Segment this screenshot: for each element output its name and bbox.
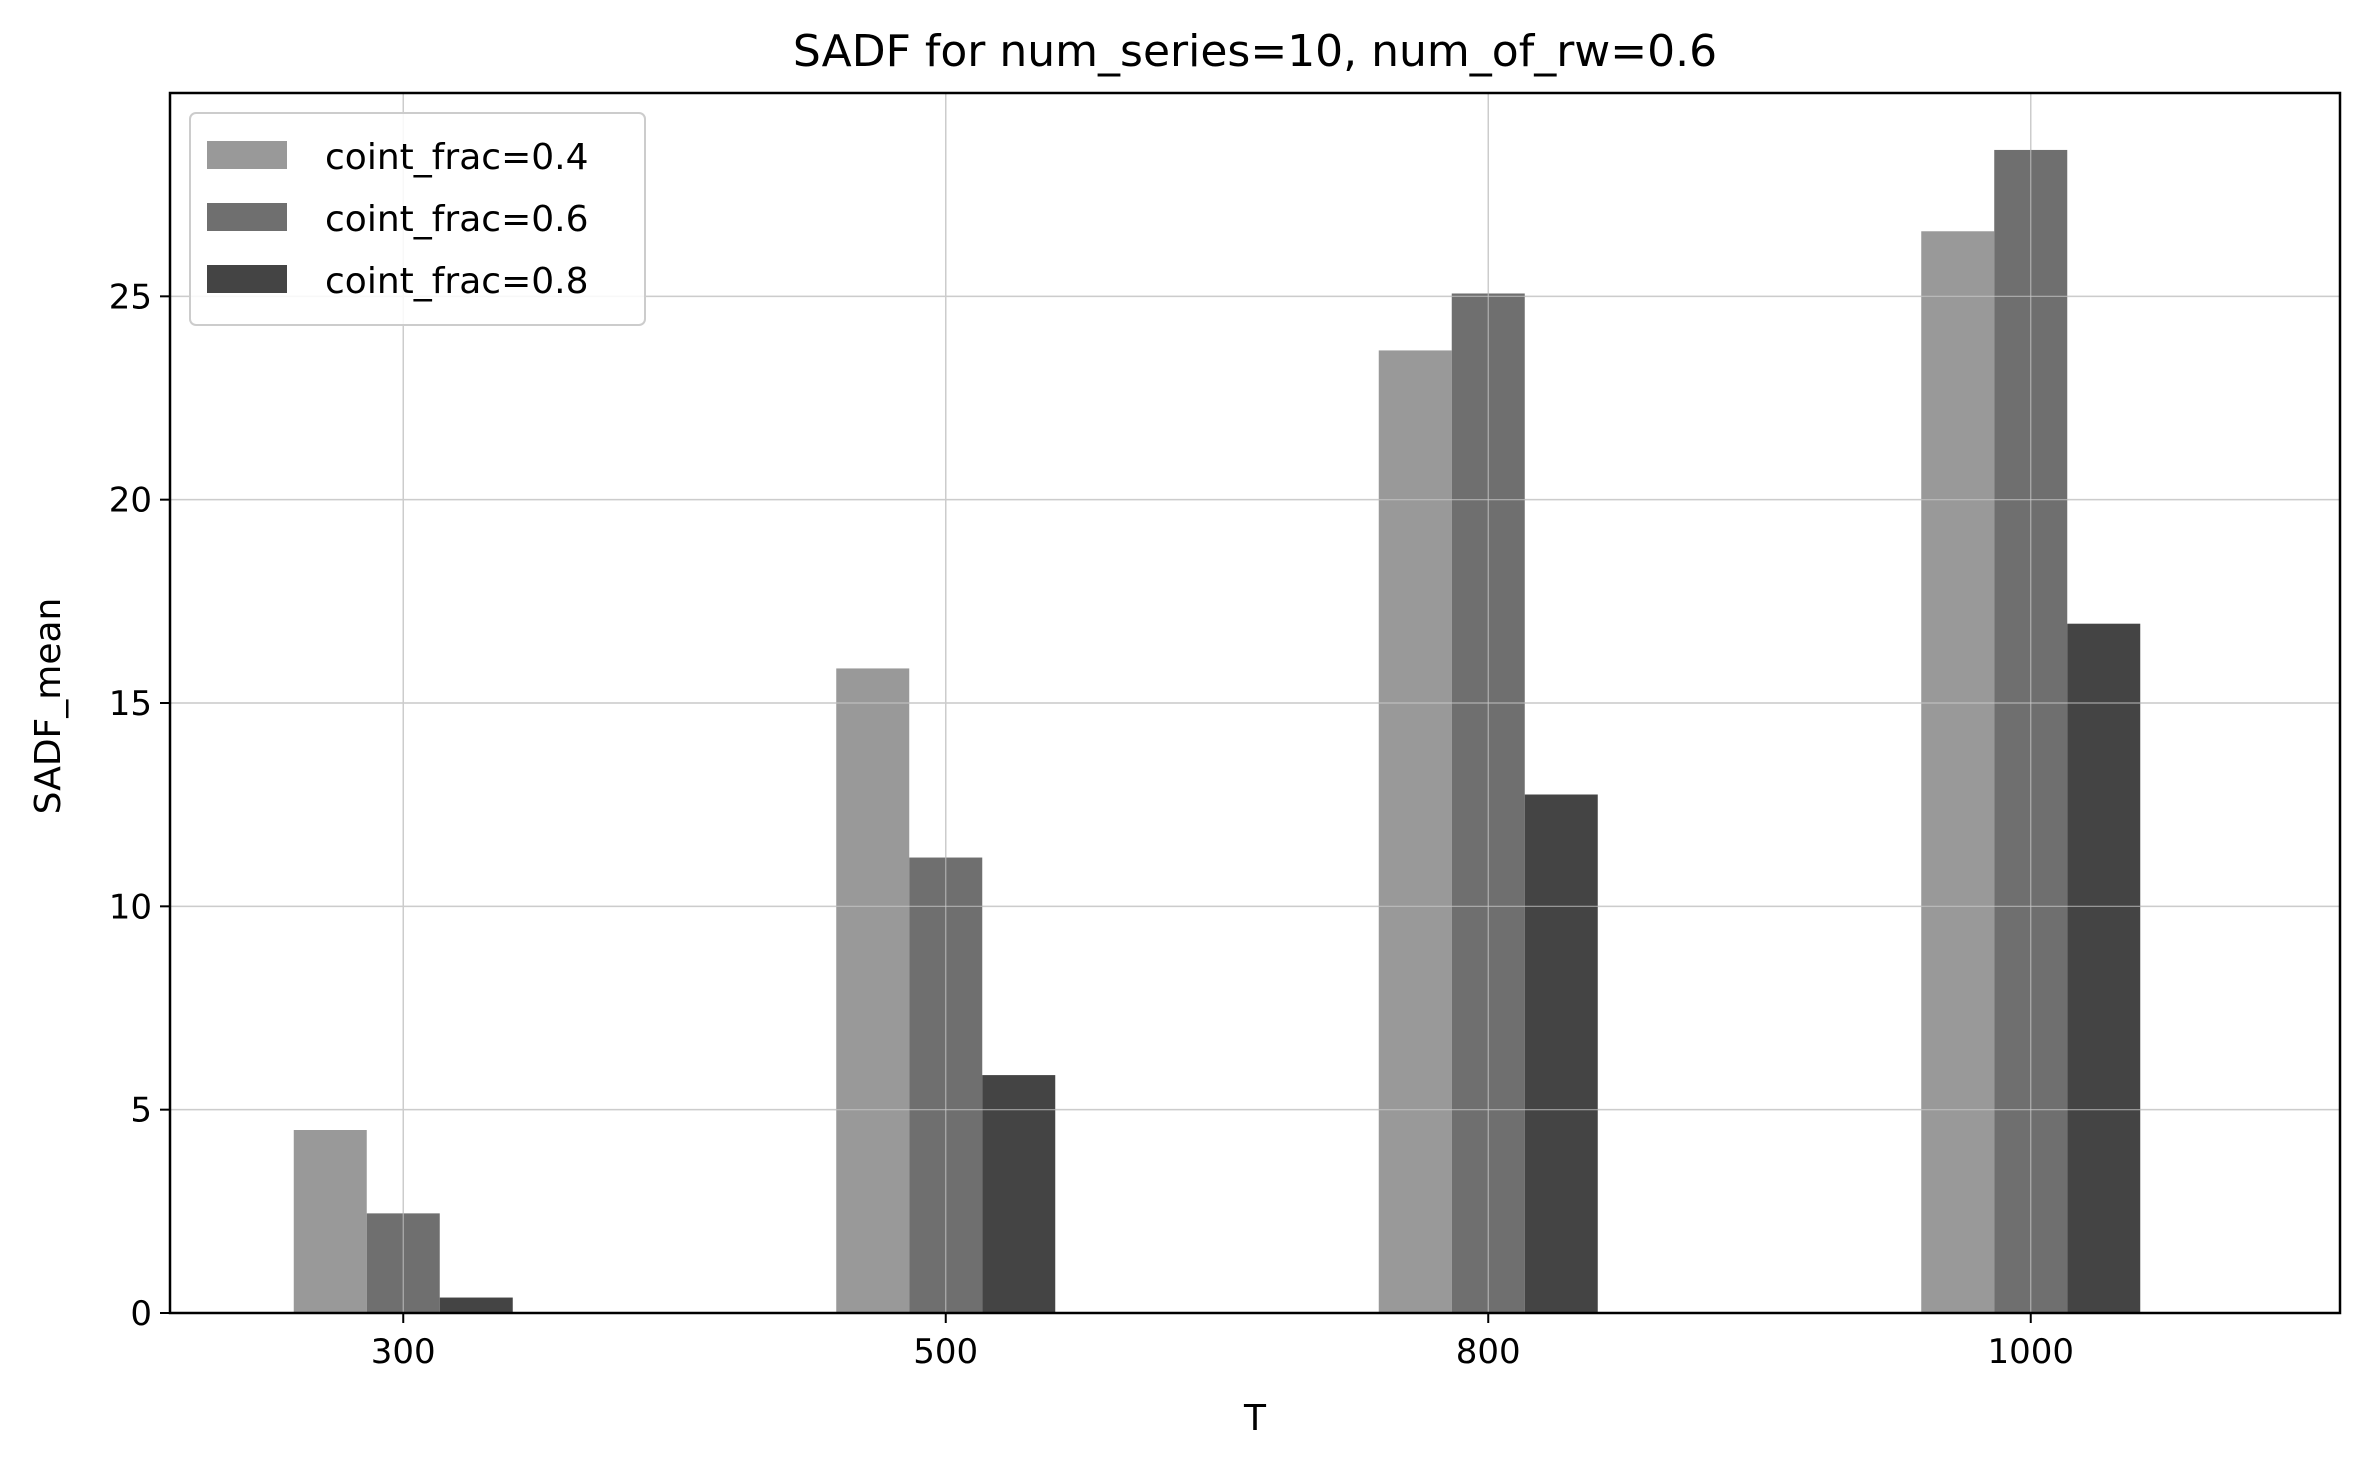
x-axis-ticks: 300 500 800 1000 [371, 1313, 2074, 1372]
bar-2-0 [439, 1297, 513, 1313]
bar-0-0 [293, 1130, 367, 1313]
bar-2-1 [982, 1075, 1056, 1313]
x-tick-label-2: 800 [1456, 1332, 1521, 1372]
y-axis-label: SADF_mean [28, 598, 69, 815]
y-tick-label-1: 5 [130, 1091, 152, 1131]
y-tick-label-5: 25 [109, 277, 152, 317]
x-tick-label-3: 1000 [1987, 1332, 2074, 1372]
chart-title: SADF for num_series=10, num_of_rw=0.6 [793, 26, 1717, 77]
y-tick-label-3: 15 [109, 684, 152, 724]
bar-2-3 [2067, 623, 2141, 1313]
legend: coint_frac=0.4 coint_frac=0.6 coint_frac=0… [189, 112, 646, 326]
bar-0-3 [1921, 231, 1995, 1314]
legend-swatch-2 [207, 265, 287, 293]
bars [170, 93, 2340, 1314]
legend-label-1: coint_frac=0.6 [325, 199, 589, 240]
y-axis-ticks: 0 5 10 15 20 25 [109, 277, 170, 1334]
x-axis-label: T [1243, 1398, 1267, 1439]
x-tick-label-1: 500 [913, 1332, 978, 1372]
bar-2-2 [1524, 794, 1598, 1313]
y-tick-label-2: 10 [109, 887, 152, 927]
legend-swatch-0 [207, 141, 287, 169]
bar-0-1 [836, 668, 910, 1313]
bar-0-2 [1378, 350, 1452, 1313]
x-tick-label-0: 300 [371, 1332, 436, 1372]
legend-swatch-1 [207, 203, 287, 231]
legend-label-2: coint_frac=0.8 [325, 261, 589, 302]
legend-box [189, 112, 646, 326]
y-tick-label-0: 0 [130, 1294, 152, 1334]
y-tick-label-4: 20 [109, 481, 152, 521]
legend-label-0: coint_frac=0.4 [325, 137, 589, 178]
